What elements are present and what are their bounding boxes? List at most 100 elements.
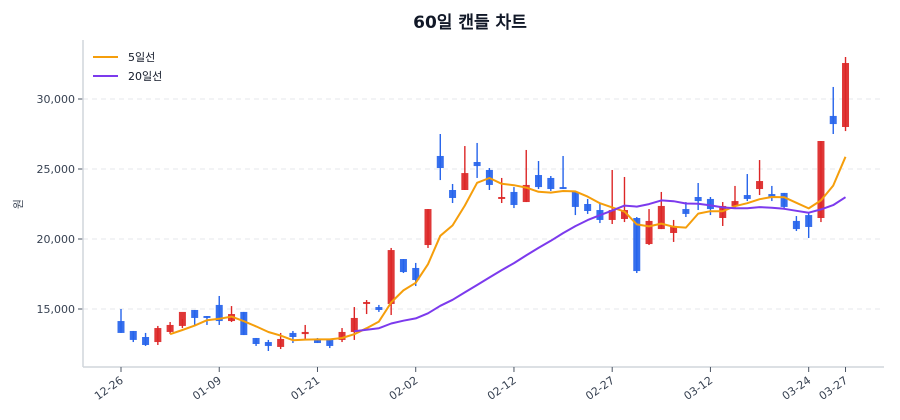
x-tick-label: 03-12 [682, 374, 716, 403]
candle-body [645, 220, 653, 245]
candle [289, 330, 297, 344]
candle [399, 259, 407, 274]
candle [228, 306, 236, 323]
candle [436, 134, 444, 181]
candle-body [436, 155, 444, 169]
candle-body [277, 338, 285, 347]
candle [670, 219, 678, 242]
candle [166, 322, 174, 335]
candle [559, 155, 567, 190]
candle-body [129, 330, 137, 340]
x-tick-label: 01-09 [190, 374, 224, 403]
candle-body [449, 190, 457, 198]
candle [449, 183, 457, 204]
candle-body [461, 173, 469, 190]
candle [215, 295, 223, 325]
candle-body [780, 192, 788, 207]
candle-body [743, 195, 751, 199]
candle-body [522, 184, 530, 203]
candle-body [252, 337, 260, 344]
candle-body [829, 115, 837, 125]
y-axis-label: 원 [12, 199, 25, 209]
candle-body [792, 220, 800, 230]
candle [178, 311, 186, 329]
y-tick-label: 30,000 [37, 93, 76, 106]
candle-body [842, 63, 850, 127]
candle [326, 339, 334, 349]
x-axis-tick-labels: 12-26 01-09 01-21 02-02 02-12 02-27 03-12 03-24… [92, 367, 850, 403]
x-tick-label: 02-02 [387, 374, 421, 403]
candle [792, 216, 800, 232]
candle-body [240, 311, 248, 336]
candle [608, 169, 616, 225]
candle [461, 146, 469, 190]
candle [535, 161, 543, 190]
candle [129, 330, 137, 343]
x-tick-label: 03-27 [817, 374, 851, 403]
candle [633, 217, 641, 274]
candle [117, 309, 125, 333]
candle [252, 337, 260, 346]
candle [338, 328, 346, 343]
candle-body [670, 225, 678, 233]
candle-body [608, 210, 616, 220]
candle-body [264, 342, 272, 346]
x-tick-label: 01-21 [289, 374, 323, 403]
candle [522, 149, 530, 203]
legend-label-ma5: 5일선 [128, 50, 155, 64]
candle [363, 300, 371, 315]
candle-body [547, 177, 555, 190]
candle [842, 57, 850, 132]
candle [571, 191, 579, 216]
candle [510, 187, 518, 209]
legend: 5일선 20일선 [93, 50, 162, 83]
x-tick-label: 02-12 [485, 374, 519, 403]
y-tick-label: 15,000 [37, 303, 76, 316]
candle [719, 202, 727, 226]
candle [424, 209, 432, 248]
candle [240, 311, 248, 336]
candle-body [571, 191, 579, 207]
candle-body [473, 162, 481, 167]
chart-title: 60일 캔들 차트 [413, 13, 527, 33]
candle [780, 192, 788, 209]
ma20-line [354, 196, 847, 333]
candle-body [178, 311, 186, 326]
candle-body [510, 191, 518, 205]
candle-body [817, 141, 825, 218]
candle-body [387, 250, 395, 304]
candle-body [363, 302, 371, 304]
candle-body [498, 197, 506, 199]
candle-body [301, 331, 309, 335]
candle [620, 176, 628, 223]
candle-body [215, 304, 223, 322]
candle [829, 86, 837, 134]
candle-body [399, 259, 407, 273]
candle [142, 332, 150, 346]
y-axis-tick-labels: 15,000 20,000 25,000 30,000 [37, 93, 76, 316]
candle-body [694, 197, 702, 202]
candle [694, 183, 702, 211]
candle-body [706, 198, 714, 210]
y-tick-label: 25,000 [37, 163, 76, 176]
candle [805, 212, 813, 239]
candle-body [142, 337, 150, 345]
x-tick-label: 02-27 [583, 374, 617, 403]
candle-body [535, 175, 543, 188]
moving-average-lines [169, 156, 847, 342]
candle [596, 203, 604, 224]
candle-body [117, 321, 125, 333]
candle-body [338, 331, 346, 340]
candle-body [154, 328, 162, 343]
x-tick-label: 12-26 [92, 374, 126, 403]
candle-body [584, 204, 592, 211]
candle-body [633, 218, 641, 272]
candle-body [166, 324, 174, 332]
candle [375, 304, 383, 312]
candle-body [375, 307, 383, 310]
candle-body [203, 316, 211, 318]
candlesticks [117, 57, 850, 351]
y-tick-label: 20,000 [37, 233, 76, 246]
candle-body [313, 339, 321, 344]
